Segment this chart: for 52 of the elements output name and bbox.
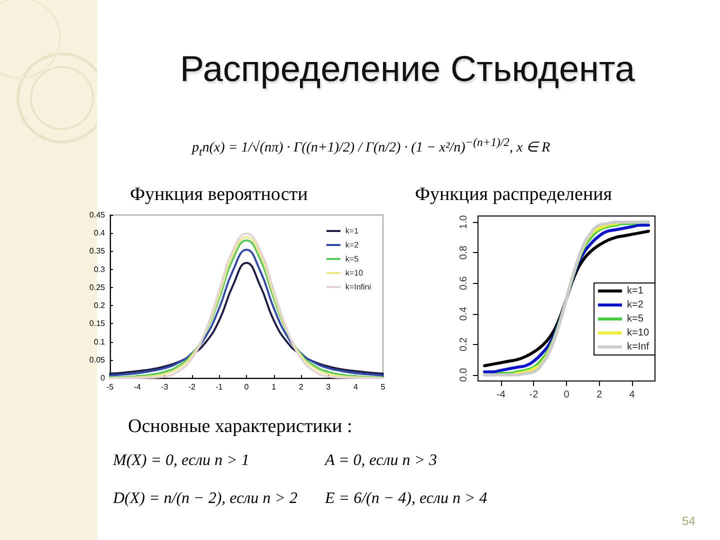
y-tick-label: 0.25 [89,282,106,292]
x-tick-label: -2 [188,382,196,392]
y-tick-label: 0.45 [89,210,106,220]
y-tick-label: 1.0 [458,214,470,230]
y-tick-label: 0.8 [458,245,470,260]
y-tick-label: 0.05 [89,355,106,364]
legend-label: k=1 [627,286,644,296]
legend-label: k=2 [627,300,644,310]
x-tick-label: 5 [380,382,386,392]
y-tick-label: 0.1 [94,337,106,346]
x-tick-label: 1 [272,382,277,392]
y-tick-label: 0.15 [89,319,106,328]
x-tick-label: 2 [298,382,304,392]
y-tick-label: 0.3 [94,264,106,274]
legend-label: k=5 [627,314,644,324]
x-tick-label: 0 [244,382,250,392]
y-tick-label: 0 [100,374,106,382]
x-tick-label: -4 [496,390,506,400]
chart-title: Функция распределения [415,184,612,205]
y-tick-label: 0.6 [458,276,470,290]
x-tick-label: -1 [216,382,224,392]
y-tick-label: 0.35 [89,246,106,256]
legend-label: k=5 [345,254,360,264]
legend-label: k=10 [345,268,364,278]
legend-label: k=2 [345,240,360,250]
chart-title: Функция вероятности [130,184,308,205]
text: E = 6/(n − 4), если n > 4 [325,490,488,508]
y-tick-label: 0.4 [94,228,106,238]
x-tick-label: 0 [564,390,570,400]
y-tick-label: 0.2 [458,336,470,352]
text: p$_{t}$n(x) = 1/√(nπ) · Γ((n+1)/2) / Γ(n/2) · (1 − x²/n)$^{−(n+1)/2}$, x ∈ R [192,136,550,158]
text: D(X) = n/(n − 2), если n > 2 [113,490,298,508]
x-tick-label: 2 [596,390,602,400]
text: Распределение Стьюдента [179,48,636,90]
legend-label: k=Infini [345,282,372,292]
legend-label: k=Inf [627,342,650,352]
x-tick-label: 4 [629,390,636,400]
x-tick-label: -3 [161,382,169,392]
text: M(X) = 0, если n > 1 [113,452,250,470]
text: Основные характеристики : [128,416,352,438]
y-tick-label: 0.4 [458,306,470,321]
text: 54 [682,514,696,528]
text: A = 0, если n > 3 [325,452,438,470]
x-tick-label: 3 [326,382,332,392]
y-tick-label: 0.0 [458,368,470,382]
y-tick-label: 0.2 [94,301,106,310]
x-tick-label: -5 [106,382,114,392]
x-tick-label: -4 [134,382,142,392]
x-tick-label: 4 [353,382,358,392]
legend-label: k=1 [345,226,360,236]
x-tick-label: -2 [529,390,539,400]
legend-label: k=10 [627,328,650,338]
